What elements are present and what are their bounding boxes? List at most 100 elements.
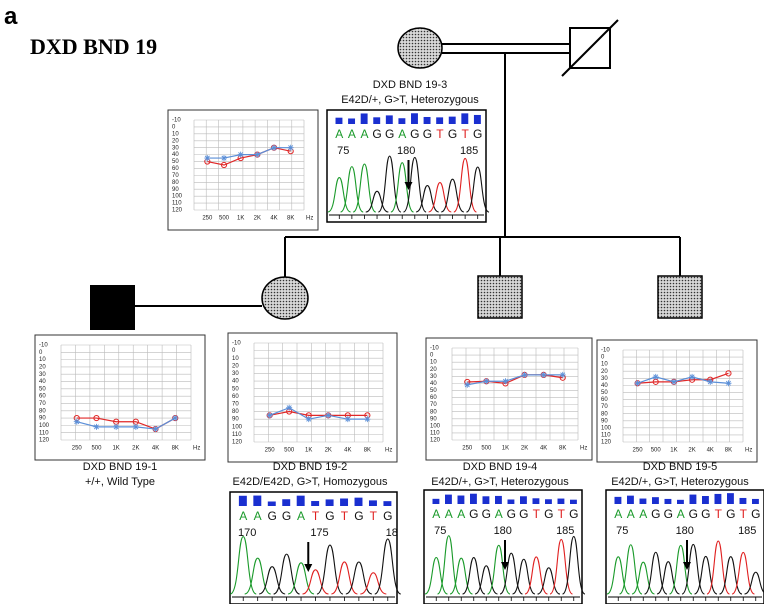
quality-bar (424, 117, 431, 124)
hearing-point (464, 382, 470, 388)
base-letter: A (398, 127, 406, 141)
base-letter: T (533, 507, 541, 521)
x-tick-label: 1K (502, 446, 509, 452)
hearing-point (74, 419, 80, 425)
audiogram-frame (35, 335, 205, 460)
affected-male (658, 276, 702, 318)
x-tick-label: 1K (670, 448, 677, 454)
hearing-point (238, 152, 244, 158)
y-tick-label: 50 (601, 390, 608, 396)
quality-bar (495, 496, 502, 504)
base-letter: T (436, 127, 444, 141)
y-tick-label: 100 (39, 423, 50, 429)
y-tick-label: 120 (39, 438, 50, 444)
y-tick-label: 70 (172, 173, 179, 179)
x-tick-label: 1K (305, 448, 312, 454)
affected-female (398, 28, 442, 68)
family-title: DXD BND 19 (30, 34, 157, 59)
quality-bar (253, 496, 261, 506)
base-letter: G (544, 507, 553, 521)
y-tick-label: 20 (172, 138, 179, 144)
base-letter: G (651, 507, 660, 521)
base-letter: G (423, 127, 432, 141)
position-label: 185 (460, 145, 478, 157)
figure: a DXD BND 19 -10010203040506070809010011… (0, 0, 764, 604)
y-tick-label: 30 (172, 145, 179, 151)
x-tick-label: 250 (265, 448, 276, 454)
base-letter: A (627, 507, 635, 521)
y-tick-label: 50 (232, 386, 239, 392)
hearing-point (153, 426, 159, 432)
x-tick-label: 8K (559, 446, 566, 452)
base-letter: A (614, 507, 622, 521)
base-letter: A (677, 507, 685, 521)
base-letter: A (360, 127, 368, 141)
quality-bar (348, 118, 355, 124)
quality-bar (615, 497, 622, 504)
y-tick-label: 10 (430, 360, 437, 366)
quality-bar (483, 496, 490, 504)
position-label: 18 (386, 527, 398, 539)
hearing-point (325, 412, 331, 418)
quality-bar (652, 497, 659, 504)
base-letter: A (495, 507, 503, 521)
base-letter: G (569, 507, 578, 521)
base-letter: G (726, 507, 735, 521)
quality-bar (474, 115, 481, 124)
y-tick-label: 80 (39, 408, 46, 414)
x-tick-label: 500 (219, 216, 230, 222)
x-unit: Hz (385, 448, 392, 454)
quality-bar (727, 493, 734, 504)
hearing-point (267, 412, 273, 418)
quality-bar (461, 113, 468, 124)
y-tick-label: 10 (232, 356, 239, 362)
quality-bar (690, 495, 697, 504)
base-letter: A (239, 509, 247, 523)
position-label: 170 (238, 527, 256, 539)
y-tick-label: 80 (430, 409, 437, 415)
base-letter: A (445, 507, 453, 521)
x-tick-label: 250 (202, 216, 213, 222)
position-label: 75 (337, 145, 349, 157)
panel-label: a (4, 3, 18, 30)
quality-bar (470, 494, 477, 504)
base-letter: G (383, 509, 392, 523)
base-letter: G (410, 127, 419, 141)
base-letter: G (473, 127, 482, 141)
y-tick-label: 40 (172, 152, 179, 158)
quality-bar (411, 113, 418, 124)
y-tick-label: 30 (39, 372, 46, 378)
y-tick-label: 80 (172, 180, 179, 186)
hearing-point (306, 416, 312, 422)
quality-bar (369, 500, 377, 506)
x-unit: Hz (193, 446, 200, 452)
y-tick-label: 70 (601, 404, 608, 410)
hearing-point (271, 145, 277, 151)
hearing-point (204, 155, 210, 161)
base-letter: T (370, 509, 378, 523)
affected-female (262, 277, 308, 319)
y-tick-label: 110 (430, 431, 440, 437)
quality-bar (627, 496, 634, 504)
x-tick-label: 1K (112, 446, 119, 452)
y-tick-label: 90 (39, 416, 46, 422)
y-tick-label: 110 (39, 430, 49, 436)
genotype: E42D/+, G>T, Heterozygous (431, 476, 569, 488)
base-letter: A (432, 507, 440, 521)
x-tick-label: 2K (521, 446, 528, 452)
y-tick-label: 60 (430, 395, 437, 401)
base-letter: G (701, 507, 710, 521)
quality-bar (740, 498, 747, 504)
y-tick-label: 120 (601, 440, 612, 446)
base-letter: G (664, 507, 673, 521)
y-tick-label: 100 (232, 424, 243, 430)
y-tick-label: 50 (430, 388, 437, 394)
base-letter: G (507, 507, 516, 521)
y-tick-label: 20 (601, 369, 608, 375)
position-label: 75 (434, 525, 446, 537)
y-tick-label: 40 (232, 379, 239, 385)
base-letter: A (457, 507, 465, 521)
genotype: +/+, Wild Type (85, 476, 155, 488)
x-tick-label: 4K (707, 448, 714, 454)
